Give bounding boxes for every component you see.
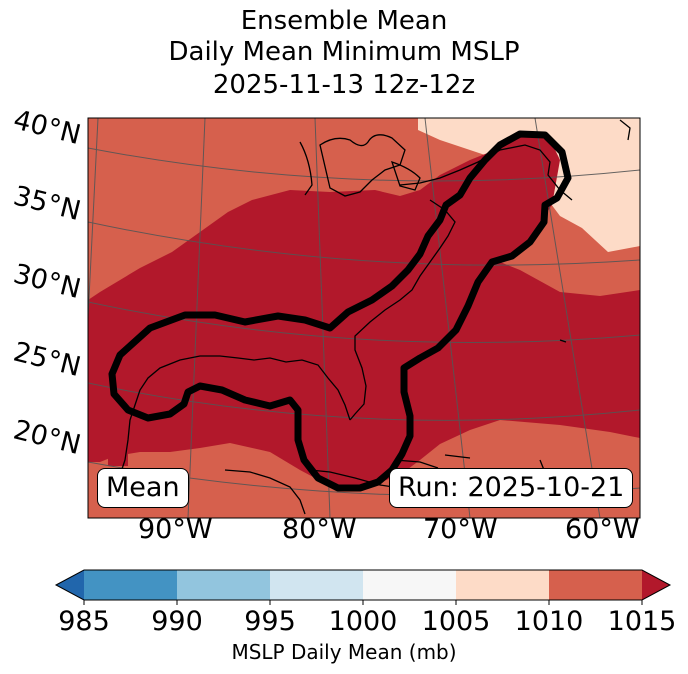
lon-label-60w: 60°W	[565, 514, 640, 545]
lon-label-90w: 90°W	[138, 514, 213, 545]
colorbar-segment	[456, 570, 549, 600]
colorbar-tick: 985	[58, 606, 110, 637]
colorbar-segment	[549, 570, 642, 600]
run-date-label: Run: 2025-10-21	[389, 468, 634, 508]
colorbar-tick: 1000	[328, 606, 398, 637]
pressure-field-dark-core	[88, 135, 640, 486]
colorbar-tick: 995	[244, 606, 296, 637]
coastlines	[101, 119, 631, 515]
colorbar	[54, 569, 672, 605]
title-line-2: Daily Mean Minimum MSLP	[168, 37, 520, 67]
colorbar-segment	[177, 570, 270, 600]
pressure-field-dark-strip	[108, 454, 128, 466]
map-area	[88, 118, 640, 518]
contour-outline	[108, 130, 572, 492]
map-frame	[87, 117, 641, 519]
colorbar-segment	[363, 570, 456, 600]
lon-label-80w: 80°W	[282, 514, 357, 545]
colorbar-tick: 1005	[421, 606, 491, 637]
colorbar-tick: 1015	[607, 606, 677, 637]
lon-label-70w: 70°W	[423, 514, 498, 545]
title-line-1: Ensemble Mean	[240, 6, 448, 36]
mean-label: Mean	[97, 468, 189, 508]
colorbar-segment	[270, 570, 363, 600]
colorbar-over-arrow	[642, 570, 670, 600]
colorbar-segment	[84, 570, 177, 600]
colorbar-title: MSLP Daily Mean (mb)	[231, 640, 457, 664]
pressure-field-light-northeast	[418, 118, 640, 252]
colorbar-under-arrow	[56, 570, 84, 600]
colorbar-tick: 1010	[514, 606, 584, 637]
title-line-3: 2025-11-13 12z-12z	[212, 70, 476, 100]
colorbar-tick: 990	[151, 606, 203, 637]
